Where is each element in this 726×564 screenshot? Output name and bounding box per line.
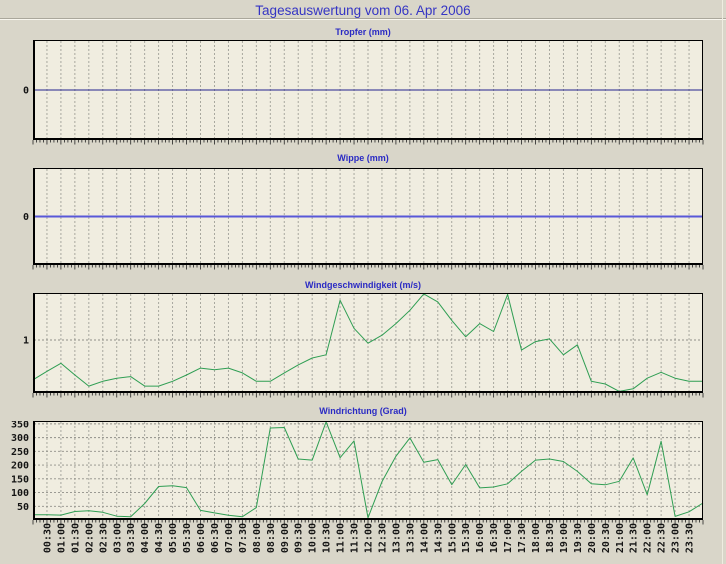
plot-frame	[33, 40, 703, 140]
time-label: 21:00	[615, 523, 626, 553]
y-tick-label: 0	[23, 86, 29, 97]
time-label: 19:30	[573, 523, 584, 553]
time-label: 06:30	[210, 523, 221, 553]
time-label: 07:00	[224, 523, 235, 553]
time-label: 20:30	[601, 523, 612, 553]
time-label: 23:30	[685, 523, 696, 553]
time-label: 03:00	[112, 523, 123, 553]
time-label: 03:30	[126, 523, 137, 553]
tropfer-chart-title: Tropfer (mm)	[335, 27, 391, 37]
time-label: 13:30	[405, 523, 416, 553]
windrichtung-chart-title: Windrichtung (Grad)	[319, 406, 407, 416]
y-tick-label: 150	[11, 474, 29, 485]
time-label: 11:00	[336, 523, 347, 553]
time-label: 05:30	[182, 523, 193, 553]
time-label: 09:00	[280, 523, 291, 553]
time-label: 04:30	[154, 523, 165, 553]
plot-frame	[33, 421, 703, 520]
time-label: 01:00	[56, 523, 67, 553]
time-label: 14:30	[433, 523, 444, 553]
time-label: 08:00	[252, 523, 263, 553]
windgeschwindigkeit-chart: 1	[23, 293, 704, 398]
time-label: 06:00	[196, 523, 207, 553]
time-label: 23:00	[671, 523, 682, 553]
y-tick-label: 300	[11, 433, 29, 444]
y-tick-label: 50	[17, 502, 29, 513]
time-label: 17:00	[503, 523, 514, 553]
page-title: Tagesauswertung vom 06. Apr 2006	[255, 3, 471, 18]
time-label: 01:30	[70, 523, 81, 553]
time-label: 07:30	[238, 523, 249, 553]
time-label: 16:30	[489, 523, 500, 553]
title-divider-highlight	[0, 19, 726, 20]
y-tick-label: 200	[11, 461, 29, 472]
time-label: 04:00	[140, 523, 151, 553]
time-label: 02:30	[98, 523, 109, 553]
time-label: 19:00	[559, 523, 570, 553]
windrichtung-chart: 50 100 150 200 250 300 350	[11, 421, 704, 525]
plot-frame	[33, 168, 703, 265]
time-label: 10:30	[322, 523, 333, 553]
time-label: 00:30	[42, 523, 53, 553]
time-label: 08:30	[266, 523, 277, 553]
time-label: 20:00	[587, 523, 598, 553]
time-label: 09:30	[294, 523, 305, 553]
time-label: 15:30	[461, 523, 472, 553]
time-label: 13:00	[391, 523, 402, 553]
title-divider	[0, 18, 726, 19]
time-label: 14:00	[419, 523, 430, 553]
y-tick-label: 250	[11, 447, 29, 458]
time-label: 12:30	[377, 523, 388, 553]
time-label: 18:30	[545, 523, 556, 553]
time-label: 16:00	[475, 523, 486, 553]
plot-frame	[33, 293, 703, 393]
time-label: 05:00	[168, 523, 179, 553]
windgeschwindigkeit-chart-title: Windgeschwindigkeit (m/s)	[305, 280, 421, 290]
time-label: 02:00	[84, 523, 95, 553]
time-label: 21:30	[629, 523, 640, 553]
y-tick-label: 350	[11, 421, 29, 430]
time-label: 22:30	[657, 523, 668, 553]
series-line	[33, 421, 704, 519]
wippe-chart: 0	[23, 168, 704, 270]
page-right-edge	[722, 0, 723, 564]
time-label: 11:30	[350, 523, 361, 553]
time-label: 15:00	[447, 523, 458, 553]
time-label: 18:00	[531, 523, 542, 553]
y-tick-label: 100	[11, 488, 29, 499]
time-label: 17:30	[517, 523, 528, 553]
wippe-chart-title: Wippe (mm)	[337, 153, 389, 163]
time-label: 22:00	[643, 523, 654, 553]
series-line	[32, 293, 703, 392]
y-tick-label: 1	[23, 336, 29, 347]
time-axis-labels: 00:30 01:00 01:30 02:00 02:30 03:00 03:30 04:00…	[42, 523, 696, 553]
time-label: 10:00	[308, 523, 319, 553]
tropfer-chart: 0	[23, 40, 704, 145]
time-label: 12:00	[364, 523, 375, 553]
y-tick-label: 0	[23, 212, 29, 223]
